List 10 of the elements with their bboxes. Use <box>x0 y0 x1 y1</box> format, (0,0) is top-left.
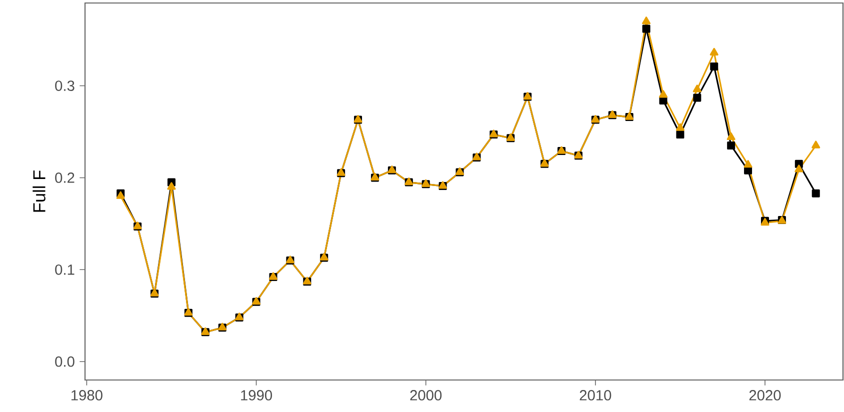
x-tick-label: 2000 <box>410 390 442 400</box>
y-tick-label: 0.1 <box>55 264 74 275</box>
x-tick-label: 2020 <box>749 390 781 400</box>
y-tick-label: 0.0 <box>55 356 74 367</box>
y-axis-title: Full F <box>32 170 46 212</box>
x-tick-label: 1980 <box>71 390 102 400</box>
y-tick-label: 0.2 <box>55 172 74 183</box>
x-tick-label: 1990 <box>241 390 272 400</box>
x-tick-label: 2010 <box>580 390 612 400</box>
y-tick-label: 0.3 <box>55 80 74 91</box>
